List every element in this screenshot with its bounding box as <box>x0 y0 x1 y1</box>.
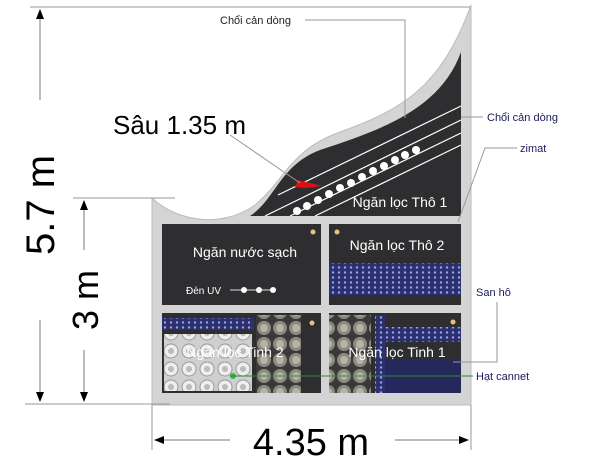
inlet-marker <box>295 180 322 188</box>
media-coral <box>256 315 301 393</box>
label-coarse-2: Ngăn lọc Thô 2 <box>350 237 445 253</box>
depth-label: Sâu 1.35 m <box>113 110 246 140</box>
label-coarse-1: Ngăn lọc Thô 1 <box>353 194 448 210</box>
flow-brush-lines <box>264 105 462 217</box>
zimat-beads <box>293 146 420 215</box>
dimension-arrows <box>36 9 469 444</box>
total-height-label: 5.7 m <box>19 155 63 255</box>
lower-height-label: 3 m <box>65 270 106 330</box>
callout-lines <box>229 19 517 377</box>
callout-top-brush: Chổi cản dòng <box>220 15 291 27</box>
label-uv-lamp: Đèn UV <box>186 286 221 297</box>
label-clean-water: Ngăn nước sạch <box>193 244 297 260</box>
callout-cannet: Hạt cannet <box>476 371 529 383</box>
media-rings <box>164 334 252 391</box>
callout-zimat: zimat <box>520 143 546 155</box>
uv-lamp-icon <box>230 287 276 293</box>
media-mesh <box>329 263 461 295</box>
extension-lines <box>25 6 472 450</box>
callout-coral: San hô <box>476 287 511 299</box>
label-fine-1: Ngăn lọc Tinh 1 <box>348 344 445 360</box>
callout-right-brush: Chổi cản dòng <box>487 112 558 124</box>
width-label: 4.35 m <box>253 422 369 460</box>
label-fine-2: Ngăn lọc Tinh 2 <box>186 344 283 360</box>
chamber-coarse-1 <box>250 52 461 216</box>
